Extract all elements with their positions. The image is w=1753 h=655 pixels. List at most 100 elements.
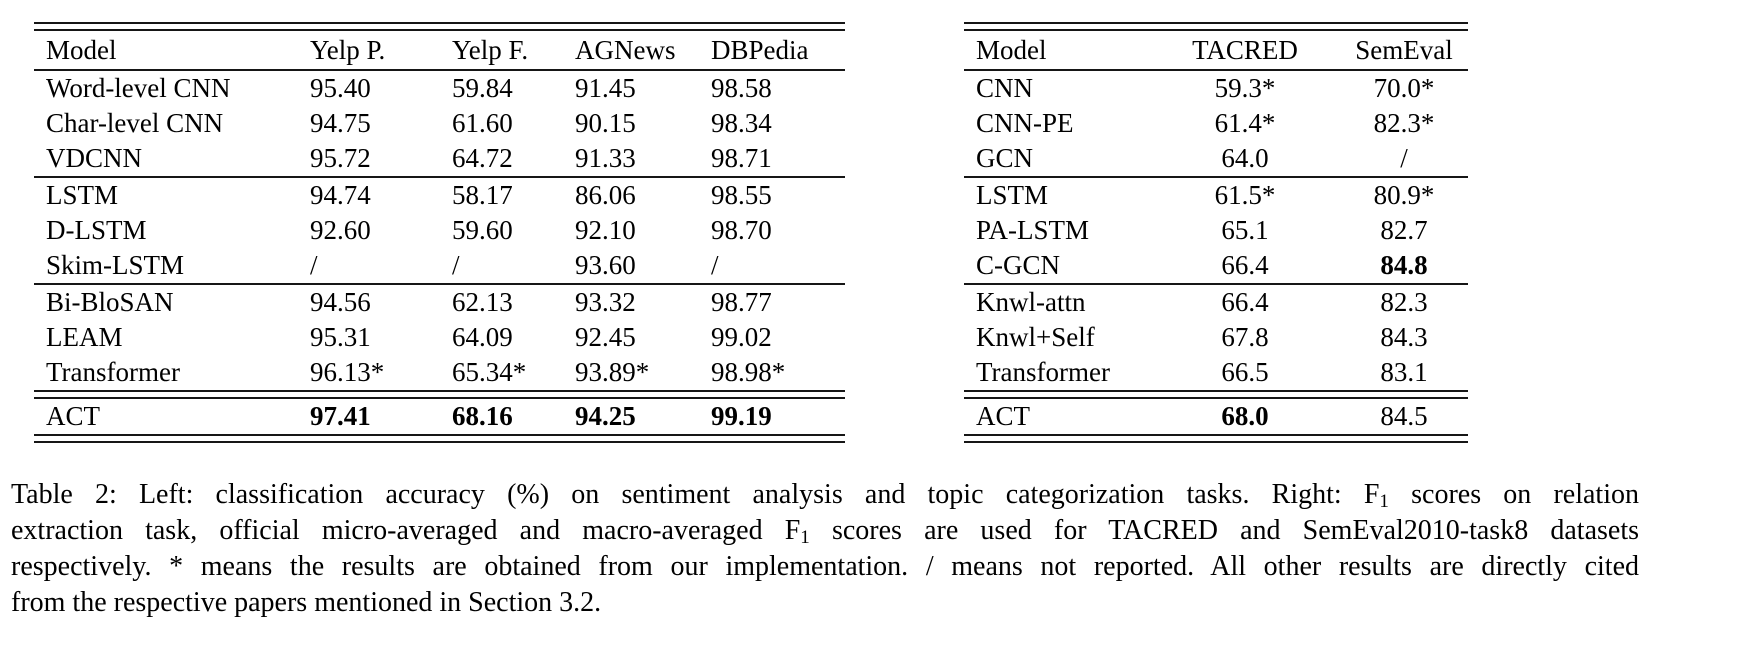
value-cell: 91.45 [575,73,636,103]
value-cell: 94.25 [575,401,636,431]
value-cell: 98.58 [711,73,772,103]
value-cell: 70.0* [1373,73,1435,103]
caption-text: Table 2: Left: classification accuracy (… [11,479,1380,510]
model-cell: Knwl-attn [976,287,1086,317]
value-cell: 67.8 [1221,322,1269,352]
value-cell: / [452,250,460,280]
value-cell: 97.41 [310,401,371,431]
value-cell: 92.60 [310,215,371,245]
value-cell: 59.3* [1214,73,1276,103]
value-cell: 59.84 [452,73,513,103]
caption-line: extraction task, official micro-averaged… [11,513,1639,549]
classification-accuracy-table: Model Yelp P. Yelp F. AGNews DBPedia Word-lev… [34,22,845,443]
model-cell: LEAM [46,322,123,352]
double-rule [964,390,1468,399]
value-cell: 86.06 [575,180,636,210]
single-rule [34,283,845,285]
caption-line: respectively. * means the results are ob… [11,549,1639,585]
column-header: SemEval [1355,35,1453,65]
double-rule [964,434,1468,443]
table-row: CNN 59.3* 70.0* [964,71,1468,106]
value-cell: 65.34* [452,357,527,387]
value-cell: 82.7 [1380,215,1428,245]
value-cell: 82.3* [1373,108,1435,138]
value-cell: 91.33 [575,143,636,173]
model-cell: GCN [976,143,1034,173]
table-row: Knwl-attn 66.4 82.3 [964,285,1468,320]
table-row: Word-level CNN 95.40 59.84 91.45 98.58 [34,71,845,106]
value-cell: 65.1 [1221,215,1269,245]
table-row: D-LSTM 92.60 59.60 92.10 98.70 [34,213,845,248]
column-header: DBPedia [711,35,809,65]
value-cell: 95.72 [310,143,371,173]
value-cell: 84.3 [1380,322,1428,352]
value-cell: 58.17 [452,180,513,210]
value-cell: 98.77 [711,287,772,317]
model-cell: Char-level CNN [46,108,224,138]
value-cell: 96.13* [310,357,385,387]
header-row: Model TACRED SemEval [964,31,1468,69]
value-cell: / [1400,143,1408,173]
caption-text: scores on relation [1388,479,1639,510]
model-cell: VDCNN [46,143,143,173]
model-cell: Transformer [46,357,180,387]
double-rule [964,22,1468,31]
table-row: Skim-LSTM / / 93.60 / [34,248,845,283]
column-header: Model [976,35,1047,65]
value-cell: 66.5 [1221,357,1269,387]
value-cell: 83.1 [1380,357,1428,387]
single-rule [34,176,845,178]
value-cell: 80.9* [1373,180,1435,210]
value-cell: 64.72 [452,143,513,173]
table-row: Transformer 96.13* 65.34* 93.89* 98.98* [34,355,845,390]
table-row: PA-LSTM 65.1 82.7 [964,213,1468,248]
value-cell: 98.98* [711,357,786,387]
value-cell: 95.40 [310,73,371,103]
value-cell: 95.31 [310,322,371,352]
value-cell: 94.74 [310,180,371,210]
single-rule [964,69,1468,71]
model-cell: Word-level CNN [46,73,231,103]
model-cell: Skim-LSTM [46,250,185,280]
caption-text: from the respective papers mentioned in … [11,587,602,618]
value-cell: 99.19 [711,401,772,431]
value-cell: 93.89* [575,357,650,387]
value-cell: 94.56 [310,287,371,317]
column-header: AGNews [575,35,676,65]
table-caption: Table 2: Left: classification accuracy (… [11,477,1639,621]
table-row: ACT 68.0 84.5 [964,399,1468,434]
model-cell: PA-LSTM [976,215,1090,245]
caption-line: Table 2: Left: classification accuracy (… [11,477,1639,513]
column-header: TACRED [1192,35,1298,65]
table-row: Bi-BloSAN 94.56 62.13 93.32 98.77 [34,285,845,320]
value-cell: 93.32 [575,287,636,317]
model-cell: ACT [976,401,1030,431]
relation-extraction-table: Model TACRED SemEval CNN 59.3* 70.0* CNN-PE 61.… [964,22,1468,443]
table-row: CNN-PE 61.4* 82.3* [964,106,1468,141]
value-cell: 98.71 [711,143,772,173]
model-cell: C-GCN [976,250,1061,280]
model-cell: Transformer [976,357,1110,387]
table-row: ACT 97.41 68.16 94.25 99.19 [34,399,845,434]
table-row: LEAM 95.31 64.09 92.45 99.02 [34,320,845,355]
header-row: Model Yelp P. Yelp F. AGNews DBPedia [34,31,845,69]
value-cell: 98.70 [711,215,772,245]
caption-text: extraction task, official micro-averaged… [11,515,801,546]
double-rule [34,434,845,443]
model-cell: Knwl+Self [976,322,1095,352]
value-cell: 59.60 [452,215,513,245]
value-cell: / [310,250,318,280]
value-cell: 62.13 [452,287,513,317]
value-cell: / [711,250,719,280]
value-cell: 94.75 [310,108,371,138]
caption-text: respectively. * means the results are ob… [11,551,1639,582]
single-rule [964,283,1468,285]
caption-line: from the respective papers mentioned in … [11,585,1639,621]
value-cell: 66.4 [1221,287,1269,317]
table-row: Transformer 66.5 83.1 [964,355,1468,390]
value-cell: 64.0 [1221,143,1269,173]
value-cell: 61.4* [1214,108,1276,138]
value-cell: 61.5* [1214,180,1276,210]
column-header: Model [46,35,117,65]
